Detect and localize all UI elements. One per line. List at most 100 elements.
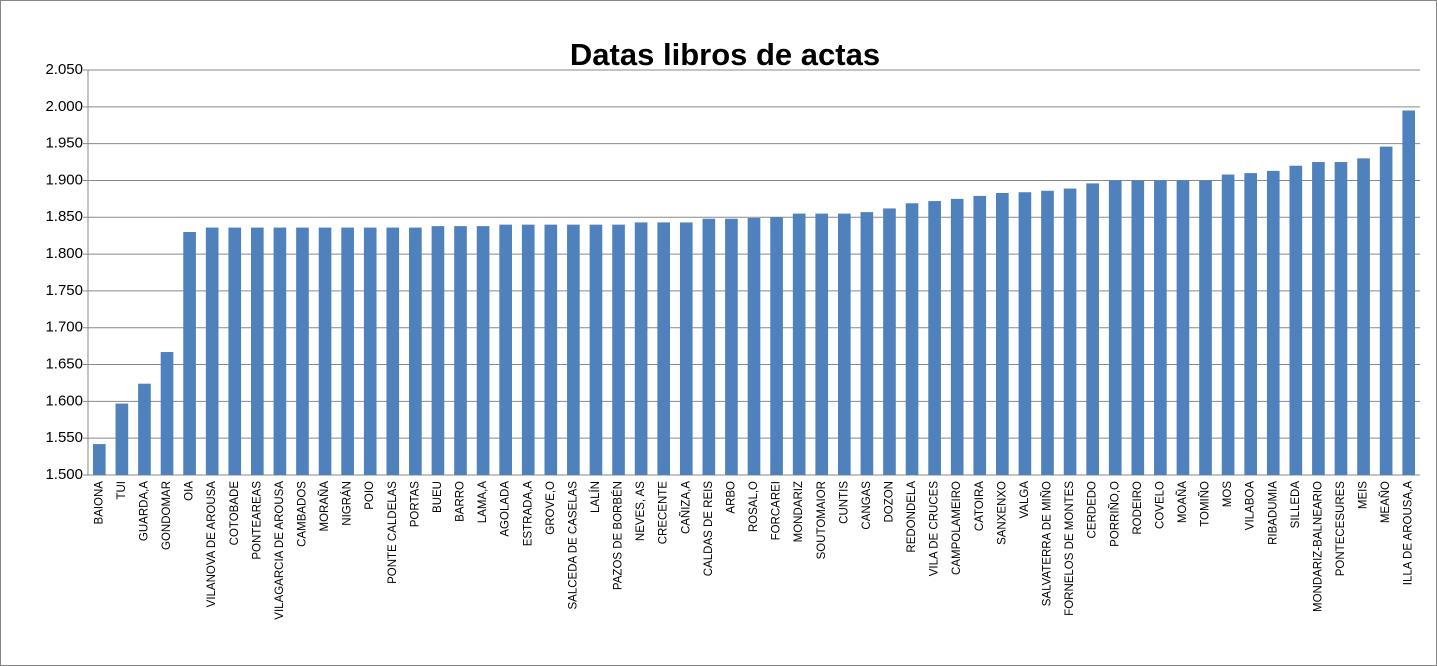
y-tick-label: 2.000	[45, 98, 83, 115]
bar	[499, 224, 512, 475]
y-tick-label: 2.050	[45, 61, 83, 78]
x-tick-label: BAIONA	[93, 481, 105, 525]
x-tick-label: RIBADUMIA	[1267, 481, 1279, 545]
x-tick-label: BARRO	[455, 481, 467, 522]
bar	[92, 444, 106, 475]
x-tick-label: CAMBADOS	[297, 481, 309, 547]
x-tick-label: VILA DE CRUCES	[929, 481, 941, 577]
bar	[837, 213, 851, 475]
x-tick-label: FORCAREI	[771, 481, 783, 540]
x-tick-label: CRECENTE	[658, 481, 670, 545]
x-tick-label: PONTEAREAS	[251, 481, 263, 560]
x-tick-label: CALDAS DE REIS	[703, 481, 715, 577]
bar	[521, 224, 535, 475]
bar	[567, 224, 580, 475]
x-tick-label: CERDEDO	[1087, 481, 1099, 539]
x-tick-label: MORAÑA	[318, 481, 331, 532]
x-tick-label: REDONDELA	[906, 481, 918, 553]
bar	[1199, 180, 1212, 476]
x-tick-label: MOS	[1222, 481, 1234, 508]
bar	[1312, 162, 1325, 475]
bar	[386, 227, 400, 475]
bar	[1063, 188, 1077, 475]
bar	[657, 222, 671, 475]
x-tick-label: NEVES, AS	[635, 481, 647, 541]
x-tick-label: SANXENXO	[996, 481, 1008, 545]
y-tick-label: 1.650	[45, 356, 83, 373]
bar	[973, 195, 987, 475]
bar	[996, 192, 1009, 476]
bar	[273, 227, 287, 475]
x-tick-label: LAMA,A	[477, 481, 489, 524]
x-tick-label: CAÑIZA,A	[679, 481, 692, 534]
x-tick-label: VILANOVA DE AROUSA	[206, 481, 218, 608]
bar	[679, 222, 693, 475]
y-tick-label: 1.500	[45, 466, 83, 483]
bar	[115, 403, 129, 475]
bar	[228, 227, 242, 475]
bar	[905, 203, 919, 476]
bar	[1289, 165, 1303, 475]
x-tick-label: MONDARIZ	[793, 481, 805, 542]
x-tick-label: CATOIRA	[974, 481, 986, 531]
bar	[770, 217, 783, 476]
x-tick-label: SALVATERRA DE MIÑO	[1041, 481, 1054, 606]
bar	[634, 222, 648, 475]
x-tick-label: OIA	[184, 481, 196, 501]
chart-title: Datas libros de actas	[570, 37, 880, 72]
bar	[454, 226, 467, 475]
y-tick-label: 1.850	[45, 208, 83, 225]
y-tick-label: 1.550	[45, 429, 83, 446]
x-tick-label: AGOLADA	[500, 481, 512, 537]
x-tick-label: CUNTIS	[838, 481, 850, 524]
x-tick-label: LALÍN	[589, 481, 602, 513]
x-tick-label: MOAÑA	[1176, 481, 1189, 524]
x-tick-label: PONTE CALDELAS	[387, 481, 399, 584]
bar	[928, 201, 941, 475]
bar	[138, 383, 151, 475]
bar	[1266, 170, 1280, 475]
x-tick-label: VALGA	[1019, 481, 1031, 519]
x-tick-label: RODEIRO	[1132, 481, 1144, 535]
bar	[1131, 180, 1145, 476]
bar	[792, 213, 806, 475]
bar	[702, 218, 716, 475]
bar	[1402, 110, 1416, 475]
bar	[860, 212, 874, 476]
x-tick-label: POIO	[364, 481, 376, 510]
x-tick-label: SOUTOMAIOR	[816, 481, 828, 559]
x-tick-label: ESTRADA,A	[522, 481, 534, 547]
x-tick-label: TUI	[116, 481, 128, 500]
x-tick-label: FORNELOS DE MONTES	[1064, 481, 1076, 616]
bar	[318, 227, 332, 475]
bar	[1108, 180, 1122, 476]
x-tick-label: PONTECESURES	[1335, 481, 1347, 577]
x-tick-label: COVELO	[1154, 481, 1166, 529]
x-tick-label: SILLEDA	[1290, 481, 1302, 529]
bar	[1221, 174, 1235, 475]
x-tick-label: BUEU	[432, 481, 444, 513]
x-tick-label: PORTAS	[409, 481, 421, 528]
bar	[1244, 173, 1257, 475]
x-tick-label: ARBO	[725, 481, 737, 514]
bar	[1018, 192, 1032, 475]
bar	[1154, 180, 1167, 476]
x-tick-label: CANGAS	[861, 481, 873, 530]
bar	[431, 226, 445, 475]
x-tick-label: MONDARIZ-BALNEARIO	[1312, 481, 1324, 612]
bar	[1334, 162, 1348, 475]
x-tick-label: COTOBADE	[229, 481, 241, 546]
y-tick-label: 1.950	[45, 135, 83, 152]
bar	[1379, 146, 1393, 475]
x-tick-label: SALCEDA DE CASELAS	[567, 481, 579, 610]
x-tick-label: PAZOS DE BORBÉN	[612, 481, 625, 590]
bar	[296, 227, 309, 475]
bar	[183, 232, 196, 475]
x-tick-label: CAMPOLAMEIRO	[951, 481, 963, 575]
bar	[950, 198, 964, 475]
x-tick-label: PORRIÑO,O	[1108, 481, 1121, 547]
bar	[589, 224, 603, 475]
bar	[409, 227, 422, 475]
x-tick-label: ROSAL,O	[748, 481, 760, 532]
